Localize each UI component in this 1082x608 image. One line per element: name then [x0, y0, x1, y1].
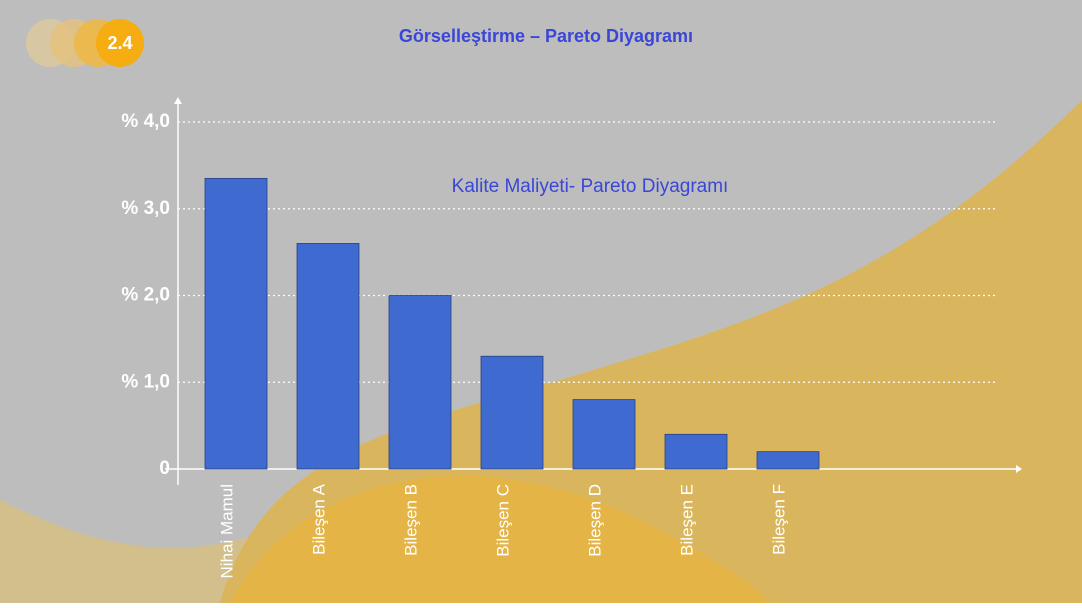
- slide-title: Görselleştirme – Pareto Diyagramı: [399, 26, 693, 46]
- bar: [296, 243, 360, 470]
- x-tick-label: Bileşen B: [401, 484, 420, 556]
- y-tick-label: % 2,0: [121, 285, 170, 306]
- x-tick-label: Bileşen C: [493, 484, 512, 557]
- y-tick-label: % 1,0: [121, 371, 170, 392]
- bar: [204, 177, 268, 470]
- decor: [0, 500, 300, 603]
- bar: [756, 451, 820, 470]
- y-tick-label: % 3,0: [121, 198, 170, 219]
- chart-title: Kalite Maliyeti- Pareto Diyagramı: [452, 176, 729, 197]
- bar: [664, 433, 728, 470]
- badge: 2.4: [107, 33, 132, 53]
- x-arrow: [1016, 465, 1022, 473]
- bar: [388, 295, 452, 470]
- decor: [230, 476, 770, 603]
- x-tick-label: Bileşen A: [309, 483, 328, 555]
- y-tick-label: 0: [159, 458, 170, 479]
- bar: [480, 355, 544, 470]
- x-tick-label: Bileşen E: [677, 484, 696, 556]
- y-tick-label: % 4,0: [121, 111, 170, 132]
- y-arrow: [174, 97, 182, 104]
- bar: [572, 399, 636, 470]
- x-tick-label: Nihai Mamul: [217, 484, 236, 578]
- x-tick-label: Bileşen D: [585, 484, 604, 557]
- x-tick-label: Bileşen F: [769, 484, 788, 555]
- badge-circle: [96, 19, 144, 67]
